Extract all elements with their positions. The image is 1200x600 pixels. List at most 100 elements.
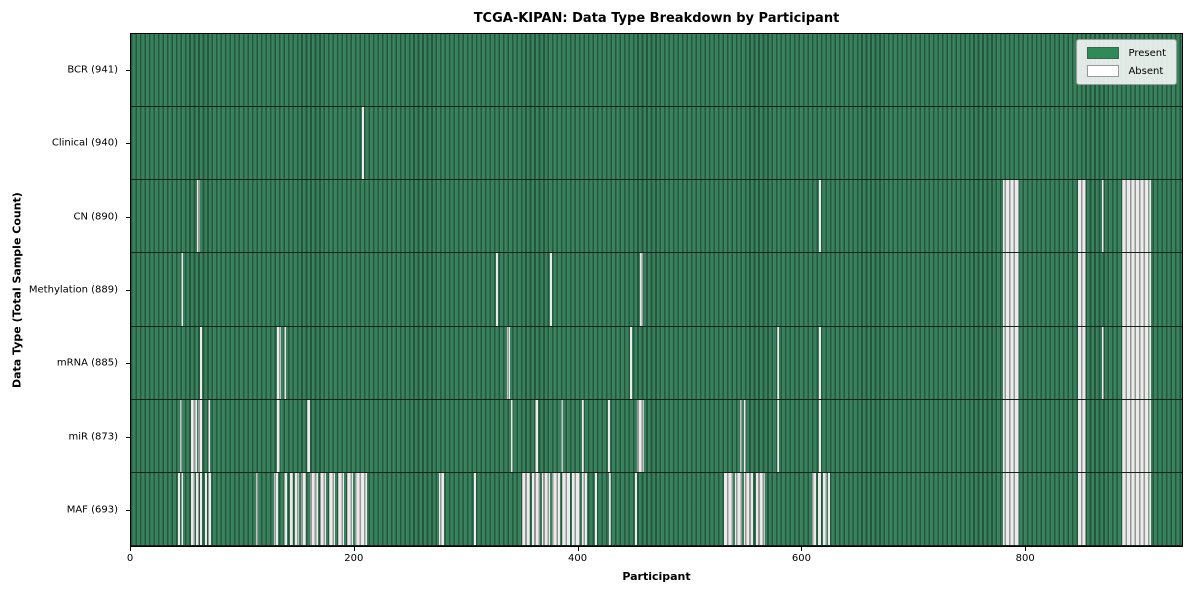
absent-stripe <box>636 399 644 472</box>
absent-stripe <box>208 399 211 472</box>
absent-stripe <box>181 472 184 545</box>
absent-stripe <box>521 472 530 545</box>
cell-edge-overlay <box>131 326 1182 399</box>
absent-stripe <box>196 180 201 253</box>
absent-stripe <box>191 472 195 545</box>
absent-stripe <box>744 472 754 545</box>
absent-stripe <box>1101 180 1104 253</box>
absent-stripe <box>256 472 259 545</box>
absent-stripe <box>346 472 354 545</box>
absent-stripe <box>319 472 327 545</box>
cell-edge-overlay <box>131 107 1182 180</box>
absent-stripe <box>1078 253 1086 326</box>
ytick-mark <box>126 216 130 218</box>
absent-stripe <box>507 326 510 399</box>
absent-stripe <box>277 399 280 472</box>
absent-stripe <box>1121 326 1151 399</box>
absent-stripe <box>204 472 207 545</box>
absent-stripe <box>823 472 827 545</box>
xtick-mark <box>1025 547 1027 551</box>
absent-stripe <box>191 399 197 472</box>
absent-stripe <box>195 472 200 545</box>
absent-stripe <box>735 472 742 545</box>
absent-stripe <box>531 472 540 545</box>
ytick-mark <box>126 290 130 291</box>
absent-stripe <box>582 399 585 472</box>
absent-stripe <box>180 399 183 472</box>
absent-stripe <box>1078 180 1086 253</box>
absent-stripe <box>355 472 367 545</box>
absent-stripe <box>1121 253 1151 326</box>
absent-stripe <box>1003 326 1019 399</box>
absent-stripe <box>1121 180 1151 253</box>
absent-stripe <box>630 326 633 399</box>
absent-stripe <box>439 472 444 545</box>
ytick-label: Clinical (940) <box>51 137 118 149</box>
absent-stripe <box>724 472 733 545</box>
absent-stripe <box>510 399 513 472</box>
absent-stripe <box>1078 326 1086 399</box>
absent-stripe <box>1003 399 1019 472</box>
ytick-label: miR (873) <box>68 431 118 443</box>
xtick-mark <box>130 547 131 551</box>
xtick-label: 800 <box>1015 553 1035 564</box>
absent-stripe <box>277 326 281 399</box>
absent-stripe <box>819 180 822 253</box>
absent-stripe <box>640 253 643 326</box>
chart-title: TCGA-KIPAN: Data Type Breakdown by Parti… <box>473 11 840 26</box>
absent-stripe <box>300 472 307 545</box>
absent-stripe <box>1101 326 1104 399</box>
absent-stripe <box>181 253 184 326</box>
heatmap-row-maf <box>131 472 1182 546</box>
x-axis: 0 200 400 600 800 <box>127 547 1183 573</box>
xtick-mark <box>801 547 803 551</box>
legend-entry: Absent <box>1087 65 1166 77</box>
absent-stripe <box>284 326 287 399</box>
absent-stripe <box>337 472 345 545</box>
heatmap-row-cn <box>131 180 1182 254</box>
cell-edge-overlay <box>131 399 1182 472</box>
absent-stripe <box>289 472 293 545</box>
xtick-mark <box>353 547 355 551</box>
xtick-mark <box>577 547 579 551</box>
heatmap-row-methylation <box>131 253 1182 327</box>
absent-stripe <box>307 399 310 472</box>
absent-stripe <box>817 472 822 545</box>
ytick-label: mRNA (885) <box>56 357 118 369</box>
ytick-mark <box>126 363 130 365</box>
ytick-mark <box>126 69 130 71</box>
absent-stripe <box>594 472 597 545</box>
absent-stripe <box>295 472 299 545</box>
absent-stripe <box>208 472 212 545</box>
absent-stripe <box>284 472 288 545</box>
legend-entry: Present <box>1087 47 1166 59</box>
absent-stripe <box>177 472 181 545</box>
ytick-label: Methylation (889) <box>28 284 118 296</box>
absent-stripe <box>328 472 336 545</box>
ytick-mark <box>126 510 130 512</box>
heatmap-row-mrna <box>131 326 1182 400</box>
xtick-label: 0 <box>126 553 134 564</box>
heatmap-row-clinical <box>131 107 1182 181</box>
legend-swatch-present <box>1087 47 1120 59</box>
cell-edge-overlay <box>131 34 1182 107</box>
ytick-label: CN (890) <box>73 211 118 223</box>
y-axis: BCR (941) Clinical (940) CN (890) Methylati… <box>0 33 130 547</box>
legend: Present Absent <box>1076 39 1177 85</box>
plot-area: Present Absent <box>130 33 1183 547</box>
heatmap-row-bcr <box>131 34 1182 108</box>
absent-stripe <box>756 472 766 545</box>
absent-stripe <box>1003 253 1019 326</box>
absent-stripe <box>1121 472 1151 545</box>
legend-label: Present <box>1128 47 1166 59</box>
absent-stripe <box>473 472 477 545</box>
absent-stripe <box>776 326 779 399</box>
absent-stripe <box>572 472 580 545</box>
absent-stripe <box>827 472 831 545</box>
absent-stripe <box>1078 472 1086 545</box>
absent-stripe <box>562 472 570 545</box>
xtick-label: 200 <box>344 553 364 564</box>
absent-stripe <box>549 253 553 326</box>
absent-stripe <box>535 399 538 472</box>
legend-swatch-absent <box>1087 65 1120 77</box>
